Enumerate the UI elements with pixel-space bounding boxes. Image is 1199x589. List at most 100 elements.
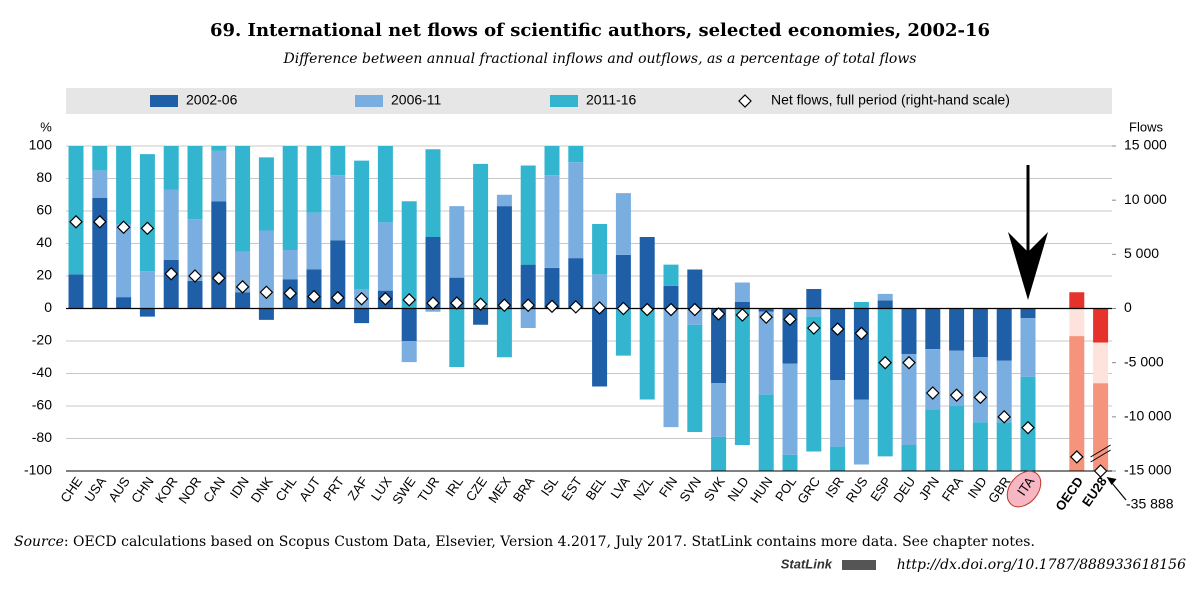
net-flow-marker	[378, 291, 393, 306]
bar-segment	[639, 237, 655, 309]
bar-segment	[711, 436, 727, 471]
bar-segment	[830, 308, 846, 380]
bar-segment	[615, 308, 631, 356]
bar-segment	[282, 146, 298, 250]
net-flow-marker	[854, 326, 869, 341]
bar-segment	[1069, 336, 1085, 471]
x-tick-label: CHN	[128, 474, 156, 506]
net-flow-marker	[521, 298, 536, 313]
bar-segment	[354, 160, 370, 289]
bar-segment	[92, 170, 108, 198]
net-flow-marker	[759, 310, 774, 325]
x-tick-label: DEU	[890, 474, 918, 505]
source-note: Source: OECD calculations based on Scopu…	[14, 534, 1035, 550]
bar-segment	[949, 406, 965, 471]
x-tick-label: DNK	[248, 474, 276, 505]
bar-segment	[853, 308, 869, 400]
bar-segment	[282, 250, 298, 280]
x-tick-label: GRC	[794, 474, 823, 506]
net-flow-marker	[140, 221, 155, 236]
bar-segment	[853, 399, 869, 465]
bar-segment	[92, 198, 108, 309]
y-tick-label: -20	[32, 332, 52, 348]
bar-segment	[782, 454, 798, 471]
bar-segment	[877, 308, 893, 457]
x-tick-label: MEX	[485, 474, 514, 506]
legend-label: 2002-06	[186, 92, 238, 108]
bar-segment	[734, 302, 750, 309]
bar-segment	[972, 308, 988, 358]
net-flow-marker	[545, 299, 559, 314]
bar-segment	[806, 289, 822, 309]
legend-background	[66, 88, 1112, 114]
bar-segment	[258, 230, 274, 309]
y-tick-label: 80	[36, 169, 52, 185]
legend-swatch	[150, 95, 178, 107]
bar-segment	[806, 316, 822, 452]
statlink-label: StatLink	[781, 556, 833, 571]
net-flow-marker	[283, 286, 298, 301]
bar-segment	[592, 224, 608, 275]
bar-segment	[663, 308, 679, 428]
x-tick-label: PRT	[320, 474, 347, 504]
bar-segment	[711, 308, 727, 384]
y2-tick-label: -15 000	[1124, 462, 1172, 478]
y-tick-label: 60	[36, 202, 52, 218]
net-flow-marker	[164, 266, 179, 281]
source-text: : OECD calculations based on Scopus Cust…	[64, 534, 1035, 550]
y-tick-label: -80	[32, 429, 52, 445]
bar-segment	[116, 224, 132, 298]
y2-tick-label: 0	[1124, 299, 1132, 315]
net-flow-marker	[783, 312, 797, 327]
bar-segment	[901, 308, 917, 354]
x-tick-label: FRA	[939, 474, 966, 504]
bar-segment	[116, 297, 132, 309]
net-flow-marker	[949, 388, 964, 403]
x-tick-label: ESP	[867, 474, 894, 504]
x-tick-label: LVA	[607, 474, 632, 501]
net-flow-marker	[188, 269, 202, 283]
source-label: Source	[14, 534, 64, 550]
x-tick-label: USA	[81, 474, 109, 505]
net-flow-marker	[92, 214, 107, 229]
x-tick-label: BRA	[510, 474, 538, 505]
y-tick-label: -40	[32, 364, 52, 380]
bar-segment	[758, 308, 774, 312]
bar-segment	[330, 240, 346, 309]
bar-segment	[1020, 308, 1036, 319]
annotation-arrowhead	[1106, 477, 1117, 485]
bar-segment	[354, 308, 370, 324]
net-flow-marker	[426, 296, 440, 310]
x-tick-label: TUR	[415, 474, 443, 504]
statlink-logo	[842, 560, 876, 570]
bar-segment	[330, 146, 346, 176]
highlight-ellipse	[1006, 470, 1042, 508]
bar-segment	[68, 146, 84, 275]
bar-segment	[258, 157, 274, 231]
bar-segment	[449, 206, 465, 278]
bar-segment	[211, 146, 227, 151]
y-tick-label: -60	[32, 397, 52, 413]
net-flow-marker	[568, 300, 583, 314]
net-flow-marker	[925, 386, 940, 400]
bar-segment	[306, 146, 322, 213]
bar-segment	[425, 237, 441, 309]
net-flow-marker	[259, 285, 274, 300]
x-tick-label: AUT	[296, 474, 323, 504]
bar-segment	[972, 422, 988, 471]
bar-segment	[734, 282, 750, 302]
pointer-arrowhead	[1008, 232, 1048, 300]
bar-segment	[187, 146, 203, 220]
net-flow-marker	[69, 214, 83, 229]
y-tick-label: 0	[44, 299, 52, 315]
x-tick-label: EST	[558, 474, 585, 503]
bar-segment	[925, 349, 941, 410]
y2-tick-label: 15 000	[1124, 137, 1167, 153]
bar-segment	[163, 146, 179, 190]
bar-segment	[235, 251, 251, 293]
net-flow-marker	[616, 301, 631, 316]
bar-segment	[996, 308, 1012, 361]
bar-segment	[568, 146, 584, 163]
bar-segment	[187, 219, 203, 281]
